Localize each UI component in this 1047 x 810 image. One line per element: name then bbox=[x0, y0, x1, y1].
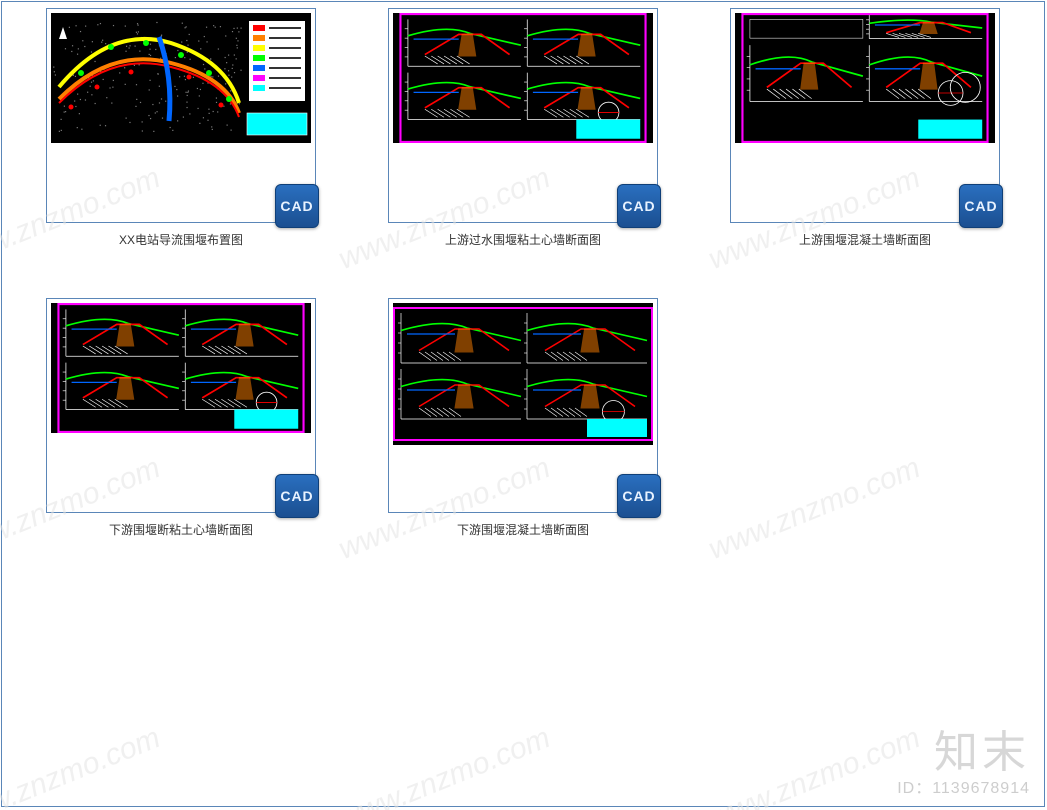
thumbnail-frame[interactable]: CAD bbox=[46, 298, 316, 513]
cad-badge-text: CAD bbox=[622, 488, 655, 504]
thumbnail-frame[interactable]: CAD bbox=[46, 8, 316, 223]
asset-id: ID：1139678914 bbox=[897, 774, 1030, 798]
cad-filetype-badge: CAD bbox=[275, 474, 319, 518]
cad-badge-text: CAD bbox=[280, 198, 313, 214]
thumbnail-frame[interactable]: CAD bbox=[730, 8, 1000, 223]
cad-filetype-badge: CAD bbox=[275, 184, 319, 228]
cad-preview bbox=[51, 303, 311, 433]
thumbnail-label: 下游围堰断粘土心墙断面图 bbox=[109, 521, 253, 538]
thumbnail-label: 上游过水围堰粘土心墙断面图 bbox=[445, 231, 601, 248]
thumbnail-cell[interactable]: CAD 上游过水围堰粘土心墙断面图 bbox=[352, 8, 694, 298]
thumbnail-frame[interactable]: CAD bbox=[388, 298, 658, 513]
cad-filetype-badge: CAD bbox=[617, 184, 661, 228]
thumbnail-cell[interactable]: CAD 下游围堰断粘土心墙断面图 bbox=[10, 298, 352, 588]
cad-preview bbox=[393, 303, 653, 445]
cad-filetype-badge: CAD bbox=[959, 184, 1003, 228]
cad-preview bbox=[735, 13, 995, 143]
thumbnail-grid: CAD XX电站导流围堰布置图 bbox=[2, 2, 1044, 594]
file-preview-canvas: CAD XX电站导流围堰布置图 bbox=[1, 1, 1045, 807]
thumbnail-cell[interactable]: CAD 上游围堰混凝土墙断面图 bbox=[694, 8, 1036, 298]
cad-preview bbox=[51, 13, 311, 143]
cad-filetype-badge: CAD bbox=[617, 474, 661, 518]
cad-preview bbox=[393, 13, 653, 143]
thumbnail-label: 上游围堰混凝土墙断面图 bbox=[799, 231, 931, 248]
thumbnail-cell[interactable]: CAD 下游围堰混凝土墙断面图 bbox=[352, 298, 694, 588]
cad-badge-text: CAD bbox=[280, 488, 313, 504]
cad-badge-text: CAD bbox=[622, 198, 655, 214]
brand-watermark: 知末 bbox=[934, 716, 1030, 780]
cad-badge-text: CAD bbox=[964, 198, 997, 214]
thumbnail-cell[interactable]: CAD XX电站导流围堰布置图 bbox=[10, 8, 352, 298]
watermark-text: www.znzmo.com bbox=[334, 721, 555, 810]
thumbnail-label: XX电站导流围堰布置图 bbox=[119, 231, 243, 248]
watermark-text: www.znzmo.com bbox=[704, 721, 925, 810]
thumbnail-label: 下游围堰混凝土墙断面图 bbox=[457, 521, 589, 538]
thumbnail-frame[interactable]: CAD bbox=[388, 8, 658, 223]
watermark-text: www.znzmo.com bbox=[0, 721, 165, 810]
